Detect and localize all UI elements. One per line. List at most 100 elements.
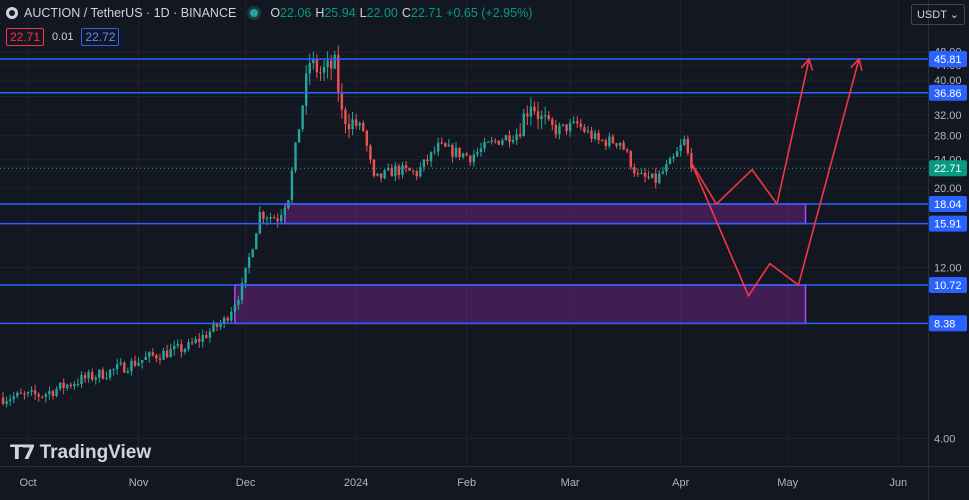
currency-select[interactable]: USDT ⌄: [910, 4, 965, 25]
candle: [451, 144, 454, 157]
close-value: 22.71: [410, 6, 443, 20]
change-value: +0.65 (+2.95%): [446, 6, 533, 20]
candle: [62, 382, 65, 389]
candle: [522, 113, 525, 137]
candle: [447, 144, 451, 147]
candle: [444, 143, 447, 147]
candle: [19, 392, 23, 394]
candle: [123, 362, 126, 373]
candle: [601, 140, 604, 142]
candle: [58, 382, 62, 389]
candle: [83, 375, 87, 379]
candle: [683, 139, 686, 145]
candle: [415, 171, 418, 177]
tradingview-wordmark: TradingView: [39, 441, 152, 463]
candle: [572, 121, 575, 123]
candle: [593, 133, 597, 139]
level-price-label: 8.38: [934, 318, 955, 330]
trade-prices: 22.71 0.01 22.72: [6, 28, 120, 46]
candle: [258, 211, 262, 234]
candle: [661, 171, 665, 174]
candle: [551, 119, 554, 125]
candle: [1, 397, 5, 405]
candle: [115, 364, 119, 370]
support-zone-1: [284, 203, 807, 225]
candle: [162, 350, 165, 360]
time-tick-label: Nov: [129, 477, 149, 489]
sell-price-button[interactable]: 22.71: [6, 28, 45, 46]
candle: [668, 158, 672, 165]
candle: [412, 170, 415, 172]
candle: [465, 153, 468, 156]
candle: [66, 384, 69, 389]
candle: [187, 342, 190, 350]
candle: [515, 134, 518, 141]
candles: [1, 45, 693, 408]
candle: [365, 130, 369, 146]
candle: [472, 154, 476, 163]
level-price-label-bg: [929, 196, 967, 213]
candle: [137, 362, 140, 366]
open-value: 22.06: [280, 6, 312, 20]
candle: [190, 342, 194, 344]
candle: [91, 372, 94, 380]
projection-path-2: [690, 58, 860, 297]
candle: [344, 109, 347, 125]
candle: [640, 172, 643, 174]
candle: [176, 344, 179, 346]
time-tick-label: Apr: [672, 477, 689, 489]
candle: [212, 323, 215, 332]
candle: [165, 350, 169, 358]
candle: [326, 60, 329, 68]
candle: [643, 172, 647, 177]
candle: [151, 352, 155, 356]
candle: [333, 54, 336, 69]
candle: [262, 211, 265, 219]
time-tick-label: Dec: [236, 477, 256, 489]
candle: [130, 360, 133, 372]
symbol-header: AUCTION / TetherUS · 1D · BINANCE O 22.06…: [6, 4, 536, 22]
projection-path-1: [690, 58, 810, 205]
tradingview-logo: 𝗧𝟳 TradingView: [10, 440, 151, 465]
candle: [180, 344, 183, 352]
candle: [586, 130, 590, 132]
candle: [8, 399, 12, 402]
candle: [140, 359, 144, 363]
candle: [690, 153, 693, 169]
high-label: H: [315, 6, 325, 20]
candle: [51, 391, 55, 397]
candle: [629, 151, 632, 168]
candle: [672, 156, 675, 159]
candle: [183, 349, 187, 352]
candle: [269, 217, 272, 219]
symbol-title[interactable]: AUCTION / TetherUS · 1D · BINANCE: [24, 6, 237, 20]
candle: [322, 67, 326, 73]
candle: [73, 384, 76, 387]
candle: [679, 144, 682, 152]
candle: [315, 58, 319, 73]
candle: [98, 369, 101, 378]
candle: [148, 352, 151, 357]
candle: [394, 165, 397, 177]
candle: [404, 165, 408, 168]
candle: [658, 173, 661, 183]
candle: [476, 151, 479, 155]
candle: [108, 369, 112, 378]
projection-arrowhead-icon: [800, 57, 814, 71]
candle: [469, 155, 472, 163]
candle: [536, 111, 540, 120]
candle: [579, 123, 583, 128]
buy-price-button[interactable]: 22.72: [81, 28, 120, 46]
candle: [665, 164, 668, 172]
candle: [133, 360, 137, 366]
candle: [540, 115, 543, 120]
price-tick-label: 20.00: [934, 183, 962, 195]
spread-value: 0.01: [52, 31, 74, 43]
candle: [526, 113, 529, 117]
open-label: O: [270, 6, 281, 20]
candle: [272, 217, 276, 219]
candle: [294, 142, 297, 171]
current-price-label: 22.71: [934, 163, 962, 175]
candle: [215, 323, 219, 328]
